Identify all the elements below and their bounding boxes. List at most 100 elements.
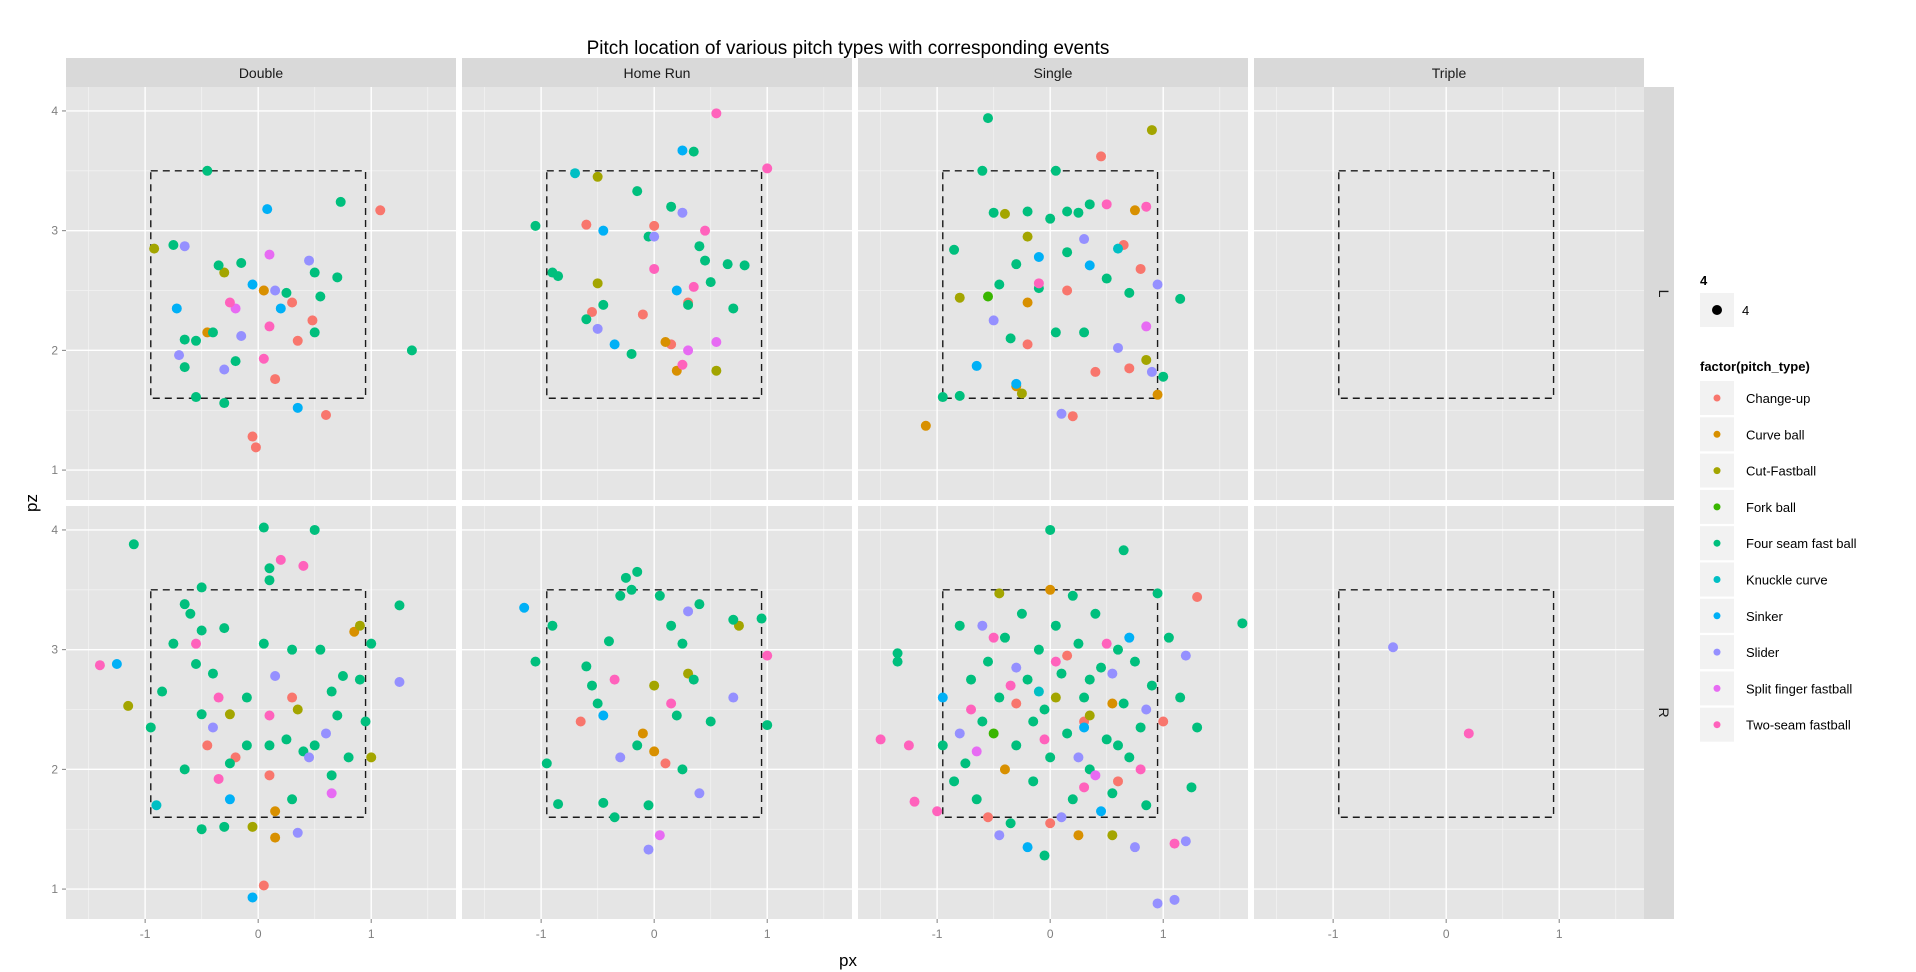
panel-home-run-r <box>462 506 852 919</box>
legend-label: Fork ball <box>1746 500 1796 515</box>
data-point <box>258 880 269 891</box>
data-point <box>191 638 201 649</box>
data-point <box>1141 704 1152 715</box>
data-point <box>1090 366 1101 377</box>
data-point <box>1033 278 1044 289</box>
data-point <box>988 632 999 643</box>
data-point <box>700 255 711 266</box>
data-point <box>983 291 993 302</box>
data-point <box>626 584 637 595</box>
legend-label: Split finger fastball <box>1746 681 1852 696</box>
legend-label: Sinker <box>1746 609 1784 624</box>
data-point <box>287 297 298 308</box>
data-point <box>988 207 999 218</box>
data-point <box>264 740 275 751</box>
data-point <box>270 374 281 385</box>
data-point <box>683 606 694 617</box>
data-point <box>1113 644 1123 655</box>
colour-legend-title: factor(pitch_type) <box>1700 359 1810 374</box>
legend-label: Four seam fast ball <box>1746 536 1857 551</box>
data-point <box>1175 692 1186 703</box>
data-point <box>1022 297 1033 308</box>
data-point <box>1101 638 1112 649</box>
data-point <box>241 740 252 751</box>
data-point <box>626 348 637 359</box>
data-point <box>111 659 122 670</box>
data-point <box>1011 662 1022 673</box>
data-point <box>949 776 960 787</box>
data-point <box>332 710 343 721</box>
data-point <box>1062 650 1073 661</box>
data-point <box>1169 838 1180 849</box>
size-legend-title: 4 <box>1700 273 1708 288</box>
data-point <box>241 692 252 703</box>
data-point <box>994 830 1005 841</box>
y-tick-label: 1 <box>51 463 58 477</box>
data-point <box>660 758 671 769</box>
strike-zone-box <box>546 170 763 399</box>
data-point <box>270 806 281 817</box>
data-point <box>530 220 541 231</box>
data-point <box>587 680 597 691</box>
data-point <box>185 608 196 619</box>
data-point <box>1050 165 1061 176</box>
facet-strip-row-label: R <box>1656 707 1672 717</box>
data-point <box>1107 788 1118 799</box>
data-point <box>694 241 705 252</box>
data-point <box>649 746 660 757</box>
data-point <box>1113 243 1123 254</box>
data-point <box>179 764 190 775</box>
data-point <box>762 650 773 661</box>
facet-strip-triple <box>1254 58 1644 87</box>
data-point <box>977 165 988 176</box>
data-point <box>1124 632 1135 643</box>
strike-zone-box <box>1338 589 1555 818</box>
data-point <box>171 303 182 314</box>
y-tick-label: 4 <box>51 104 58 118</box>
size-legend-dot <box>1712 305 1722 315</box>
data-point <box>587 307 597 318</box>
data-point <box>988 728 999 739</box>
data-point <box>1124 752 1135 763</box>
data-point <box>335 196 346 207</box>
data-point <box>1033 686 1044 697</box>
y-axis-title: pz <box>22 494 41 512</box>
strike-zone-box <box>1338 170 1555 399</box>
data-point <box>360 716 371 727</box>
data-point <box>326 686 337 697</box>
data-point <box>1107 698 1118 709</box>
data-point <box>592 698 603 709</box>
data-point <box>326 788 337 799</box>
data-point <box>258 353 269 364</box>
data-point <box>722 259 733 270</box>
data-point <box>1090 608 1101 619</box>
data-point <box>875 734 886 745</box>
data-point <box>756 613 767 624</box>
data-point <box>1118 545 1129 556</box>
data-point <box>247 892 258 903</box>
data-point <box>581 661 592 672</box>
data-point <box>1169 894 1180 905</box>
data-point <box>321 728 331 739</box>
data-point <box>207 722 218 733</box>
y-axis-ticks: 1 2 3 4 1 2 3 4 <box>51 104 66 896</box>
data-point <box>264 710 275 721</box>
data-point <box>1079 327 1090 338</box>
strike-zone-box <box>150 589 367 818</box>
data-point <box>700 225 711 236</box>
data-point <box>1067 794 1078 805</box>
data-point <box>598 797 609 808</box>
data-point <box>1141 201 1152 212</box>
panel-single-l <box>858 87 1248 500</box>
data-point <box>1011 259 1022 270</box>
data-point <box>168 240 179 251</box>
facet-strip-label: Single <box>1034 65 1073 81</box>
data-point <box>1005 818 1016 829</box>
data-point <box>151 800 162 811</box>
data-point <box>892 648 903 659</box>
data-point <box>179 362 190 373</box>
data-point <box>307 315 318 326</box>
data-point <box>762 163 773 174</box>
data-point <box>292 827 303 838</box>
data-point <box>683 345 694 356</box>
